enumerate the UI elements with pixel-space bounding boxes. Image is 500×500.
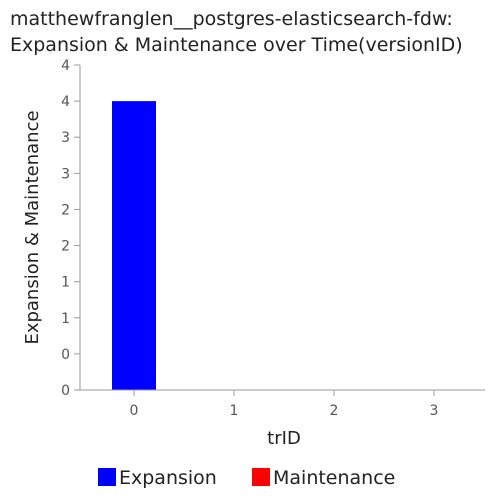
legend-swatch-maintenance xyxy=(252,468,270,486)
x-tick-label: 2 xyxy=(330,403,339,419)
y-tick-label: 0 xyxy=(61,383,70,399)
y-tick-label: 1 xyxy=(61,311,70,327)
y-tick-label: 4 xyxy=(61,58,70,74)
y-tick-label: 3 xyxy=(61,166,70,182)
y-tick-label: 4 xyxy=(61,94,70,110)
y-axis-ticks: 0 0 1 1 2 2 3 3 4 4 xyxy=(61,58,80,399)
legend-swatch-expansion xyxy=(98,468,116,486)
x-axis-ticks: 0 1 2 3 xyxy=(130,390,439,419)
y-tick-label: 2 xyxy=(61,202,70,218)
x-tick-label: 3 xyxy=(430,403,439,419)
legend-label-expansion: Expansion xyxy=(119,467,217,489)
x-tick-label: 1 xyxy=(230,403,239,419)
y-tick-label: 1 xyxy=(61,275,70,291)
y-tick-label: 3 xyxy=(61,130,70,146)
y-axis-label: Expansion & Maintenance xyxy=(22,110,43,344)
y-tick-label: 2 xyxy=(61,239,70,255)
bars xyxy=(112,101,156,390)
legend-label-maintenance: Maintenance xyxy=(273,467,395,489)
y-tick-label: 0 xyxy=(61,347,70,363)
x-tick-label: 0 xyxy=(130,403,139,419)
bar-expansion-0 xyxy=(112,101,156,390)
legend: Expansion Maintenance xyxy=(98,467,395,489)
x-axis-label: trID xyxy=(267,428,301,449)
